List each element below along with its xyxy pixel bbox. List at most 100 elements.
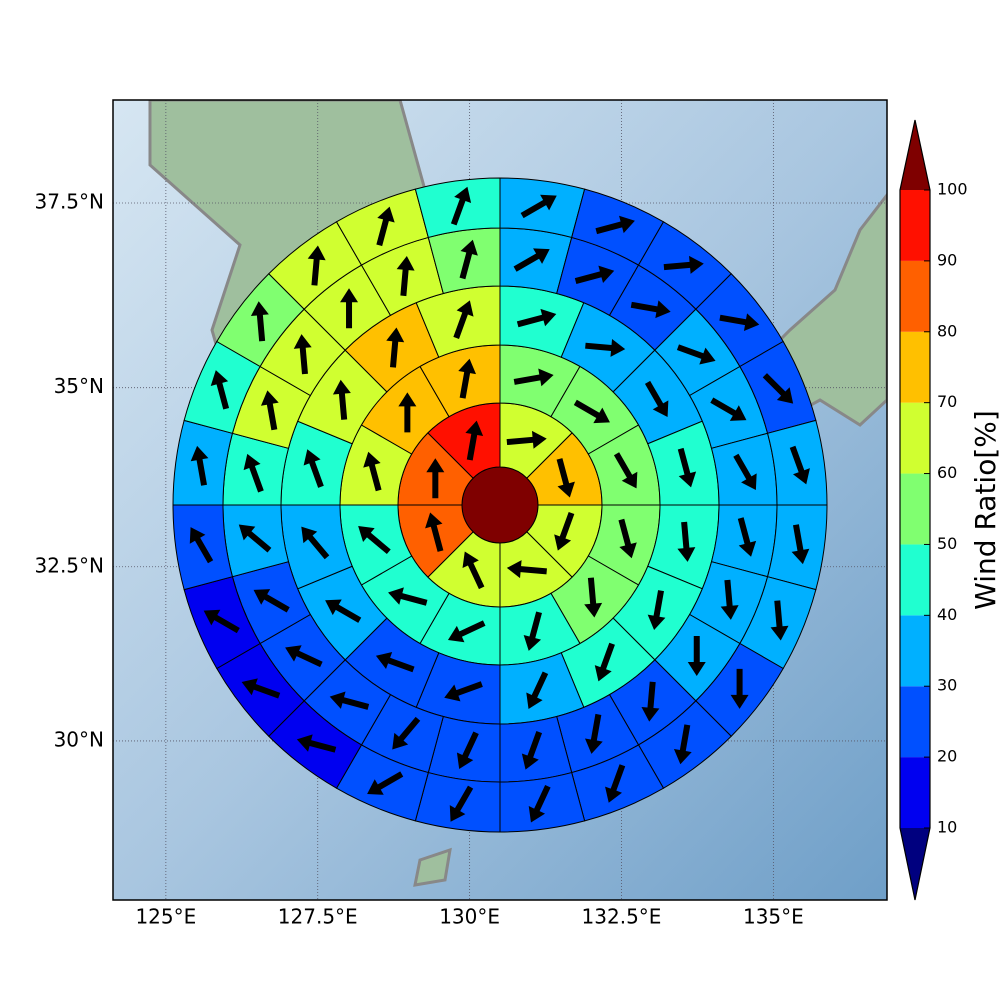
- wind-arrow: [676, 344, 716, 365]
- wind-arrow: [556, 458, 575, 498]
- wind-arrow: [462, 551, 485, 590]
- wind-arrow: [398, 392, 417, 433]
- wind-arrow: [375, 652, 415, 673]
- wind-arrow: [554, 511, 575, 551]
- wind-arrow: [710, 397, 747, 421]
- wind-arrow: [325, 599, 362, 623]
- wind-arrow: [573, 399, 610, 424]
- wind-arrow: [447, 620, 486, 643]
- x-tick-label: 130°E: [439, 905, 500, 929]
- colorbar-segment: [900, 402, 930, 474]
- wind-arrow: [719, 313, 760, 332]
- colorbar-tick-label: 10: [937, 818, 957, 837]
- wind-arrow: [190, 445, 209, 486]
- wind-arrow: [358, 526, 391, 555]
- wind-arrow: [506, 560, 547, 579]
- wind-arrow: [425, 512, 444, 552]
- wind-arrow: [574, 265, 615, 284]
- sectors: [172, 177, 828, 833]
- wind-arrow: [456, 731, 479, 770]
- wind-arrow: [301, 526, 330, 560]
- colorbar-tick-label: 30: [937, 676, 957, 695]
- y-tick-label: 37.5°N: [35, 190, 105, 214]
- x-tick-label: 127.5°E: [278, 905, 358, 929]
- colorbar-over: [900, 120, 930, 190]
- wind-arrow: [506, 430, 547, 449]
- wind-arrow: [521, 731, 543, 770]
- wind-arrow: [585, 338, 626, 357]
- wind-arrow: [340, 288, 359, 329]
- wind-arrow: [791, 524, 810, 565]
- wind-arrow: [647, 590, 666, 630]
- wind-arrow: [243, 453, 264, 493]
- colorbar-tick-label: 50: [937, 534, 957, 553]
- wind-arrow: [677, 521, 696, 562]
- wind-arrow: [644, 380, 669, 418]
- colorbar-tick-label: 90: [937, 250, 957, 269]
- wind-arrow: [459, 239, 478, 280]
- wind-arrow: [585, 713, 603, 754]
- wind-arrow: [613, 452, 638, 489]
- wind-arrow: [770, 600, 789, 641]
- y-tick-label: 30°N: [54, 727, 104, 751]
- wind-arrow: [594, 642, 615, 682]
- wind-arrow: [677, 447, 697, 488]
- wind-arrow: [444, 681, 483, 702]
- wind-arrow: [450, 186, 472, 226]
- colorbar-segment: [900, 190, 930, 261]
- wind-arrow: [253, 589, 290, 613]
- colorbar-segment: [900, 260, 930, 332]
- wind-arrow: [285, 645, 323, 668]
- colorbar-tick-label: 60: [937, 463, 957, 482]
- wind-arrow: [762, 373, 794, 404]
- wind-arrow: [720, 579, 739, 620]
- wind-arrow: [260, 390, 279, 431]
- wind-arrow: [376, 206, 395, 247]
- wind-arrow: [363, 451, 382, 492]
- wind-arrow: [189, 527, 214, 564]
- wind-arrow: [630, 300, 671, 319]
- colorbar-tick-label: 100: [937, 180, 968, 199]
- wind-arrow: [687, 635, 706, 676]
- wind-arrow: [520, 194, 557, 219]
- wind-arrow: [733, 453, 757, 490]
- wind-arrow: [663, 255, 704, 274]
- sector-cell: [414, 771, 501, 833]
- wind-arrow: [392, 716, 421, 750]
- wind-arrow: [458, 358, 476, 399]
- colorbar-tick-label: 40: [937, 605, 957, 624]
- land: [413, 847, 452, 887]
- wind-arrow: [307, 245, 326, 286]
- colorbar-segment: [900, 544, 930, 616]
- wind-arrow: [453, 300, 474, 339]
- colorbar-segment: [900, 473, 930, 545]
- wind-arrow: [730, 668, 749, 709]
- colorbar-under: [900, 828, 930, 900]
- map-frame: [112, 99, 888, 901]
- wind-arrow: [293, 334, 312, 375]
- wind-arrow: [673, 724, 692, 765]
- wind-arrow: [737, 517, 757, 557]
- wind-arrow: [528, 785, 551, 823]
- y-tick-label: 35°N: [54, 374, 104, 398]
- wind-arrow: [210, 370, 230, 410]
- tick-labels: 125°E 127.5°E 130°E 132.5°E 135°E 30°N 32.5°N 3…: [35, 190, 804, 929]
- colorbar-tick-label: 80: [937, 321, 957, 340]
- wind-arrow: [789, 445, 810, 485]
- wind-arrows: [189, 186, 810, 823]
- y-tick-label: 32.5°N: [35, 553, 105, 577]
- wind-arrow: [641, 681, 660, 722]
- x-tick-label: 132.5°E: [582, 905, 662, 929]
- x-tick-label: 135°E: [743, 905, 804, 929]
- wind-arrow: [296, 734, 337, 753]
- wind-arrow: [241, 678, 281, 699]
- wind-arrow: [465, 420, 484, 461]
- wind-arrow: [516, 308, 557, 328]
- colorbar-segment: [900, 757, 930, 828]
- wind-arrow: [595, 215, 635, 235]
- wind-arrow: [388, 587, 428, 606]
- colorbar-label: Wind Ratio[%]: [969, 410, 1000, 610]
- wind-arrow: [303, 449, 324, 488]
- wind-arrow: [526, 671, 549, 709]
- wind-arrow: [523, 611, 542, 651]
